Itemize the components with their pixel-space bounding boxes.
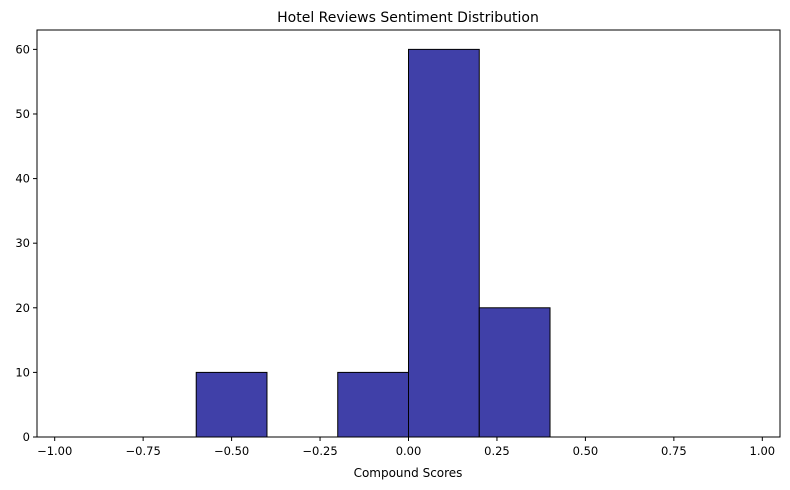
bars	[195, 48, 551, 438]
chart-title: Hotel Reviews Sentiment Distribution	[277, 10, 539, 26]
x-tick-label: 0.50	[573, 444, 599, 458]
x-tick-label: 0.00	[396, 444, 422, 458]
y-tick-label: 20	[15, 301, 30, 315]
y-tick-label: 40	[15, 172, 30, 186]
x-tick-label: 0.25	[484, 444, 510, 458]
x-tick-label: −0.25	[302, 444, 337, 458]
x-tick-label: 1.00	[750, 444, 776, 458]
y-tick-label: 10	[15, 365, 30, 379]
y-tick-label: 30	[15, 236, 30, 250]
y-tick-label: 60	[15, 42, 30, 56]
histogram-bar-2	[408, 48, 480, 438]
histogram-bar-0	[195, 371, 268, 438]
x-axis: −1.00 −0.75 −0.50 −0.25 0.00 0.25 0.50 0.75 1.00	[37, 437, 775, 458]
x-tick-label: −0.50	[214, 444, 249, 458]
y-tick-label: 50	[15, 107, 30, 121]
x-tick-label: −1.00	[37, 444, 72, 458]
x-tick-label: 0.75	[661, 444, 687, 458]
y-axis: 0 10 20 30 40 50 60	[15, 42, 37, 444]
histogram-bar-3	[478, 307, 551, 438]
histogram-bar-1	[337, 371, 409, 438]
x-axis-label: Compound Scores	[354, 466, 463, 480]
y-tick-label: 0	[23, 430, 30, 444]
x-tick-label: −0.75	[126, 444, 161, 458]
